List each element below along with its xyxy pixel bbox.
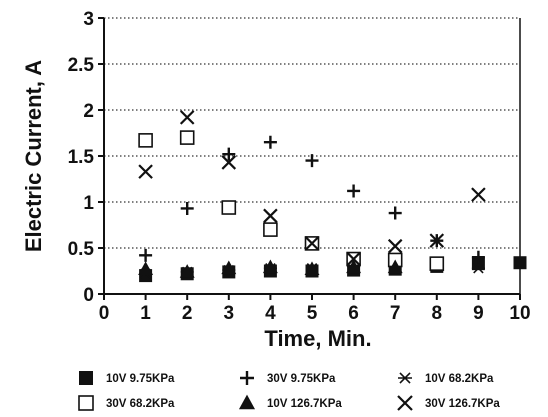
data-point [138, 133, 153, 148]
y-tick-label: 2 [83, 101, 94, 122]
y-tick-labels: 0 0.5 1 1.5 2 2.5 3 [68, 9, 95, 306]
x-tick-label: 2 [182, 303, 193, 324]
data-point [387, 238, 403, 254]
data-point [262, 259, 278, 274]
y-axis-title: Electric Current, A [21, 60, 46, 252]
x-tick-label: 7 [390, 303, 401, 324]
data-point [263, 222, 278, 237]
data-point [138, 261, 154, 276]
y-tick-label: 0.5 [68, 239, 95, 260]
x-tick-label: 10 [509, 303, 530, 324]
y-tick-label: 3 [83, 9, 94, 30]
data-point [429, 233, 445, 248]
x-tick-label: 6 [348, 303, 359, 324]
data-point [471, 250, 485, 264]
legend-label: 30V 9.75KPa [267, 373, 336, 385]
y-tick-label: 1 [83, 193, 94, 214]
data-point [305, 154, 319, 168]
data-point [139, 248, 153, 262]
data-point [138, 164, 153, 179]
data-point [179, 130, 195, 145]
legend-marker [240, 371, 254, 385]
data-point [346, 259, 362, 274]
x-tick-label: 1 [140, 303, 151, 324]
legend-marker [79, 371, 93, 385]
grid-lines [98, 17, 520, 295]
x-axis-title: Time, Min. [264, 326, 371, 351]
y-tick-label: 0 [83, 285, 94, 306]
x-tick-label: 3 [224, 303, 235, 324]
data-point [304, 236, 320, 251]
data-points [138, 110, 527, 283]
x-tick-label: 9 [473, 303, 484, 324]
legend-marker [238, 394, 256, 410]
y-tick-label: 2.5 [68, 55, 95, 76]
data-point [387, 259, 403, 274]
data-point [221, 200, 237, 215]
legend-marker [398, 372, 412, 384]
legend-label: 10V 9.75KPa [106, 373, 175, 385]
legend-marker [78, 395, 94, 411]
x-tick-label: 5 [307, 303, 318, 324]
legend-marker [397, 395, 413, 411]
data-point [304, 261, 320, 276]
data-point [221, 155, 237, 170]
x-tick-label: 8 [432, 303, 443, 324]
data-point [263, 208, 278, 224]
legend: 10V 9.75KPa 30V 9.75KPa 10V 68.2KPa 30V 68.… [78, 371, 500, 411]
data-point [179, 264, 195, 278]
data-point [471, 262, 485, 274]
legend-label: 10V 126.7KPa [267, 398, 342, 410]
x-tick-labels: 0 1 2 3 4 5 6 7 8 9 10 [99, 294, 531, 324]
data-point [429, 256, 445, 271]
data-point [346, 251, 361, 267]
data-point [179, 110, 195, 125]
data-point [513, 256, 527, 270]
data-point [221, 260, 237, 275]
data-point [388, 206, 402, 220]
data-point [222, 147, 236, 161]
legend-label: 10V 68.2KPa [425, 373, 494, 385]
data-point [263, 135, 277, 149]
data-point [180, 201, 194, 215]
y-tick-label: 1.5 [68, 147, 95, 168]
x-tick-label: 4 [265, 303, 276, 324]
data-point [347, 184, 361, 198]
x-tick-label: 0 [99, 303, 110, 324]
data-point [471, 187, 486, 202]
legend-label: 30V 68.2KPa [106, 398, 175, 410]
legend-label: 30V 126.7KPa [425, 398, 500, 410]
